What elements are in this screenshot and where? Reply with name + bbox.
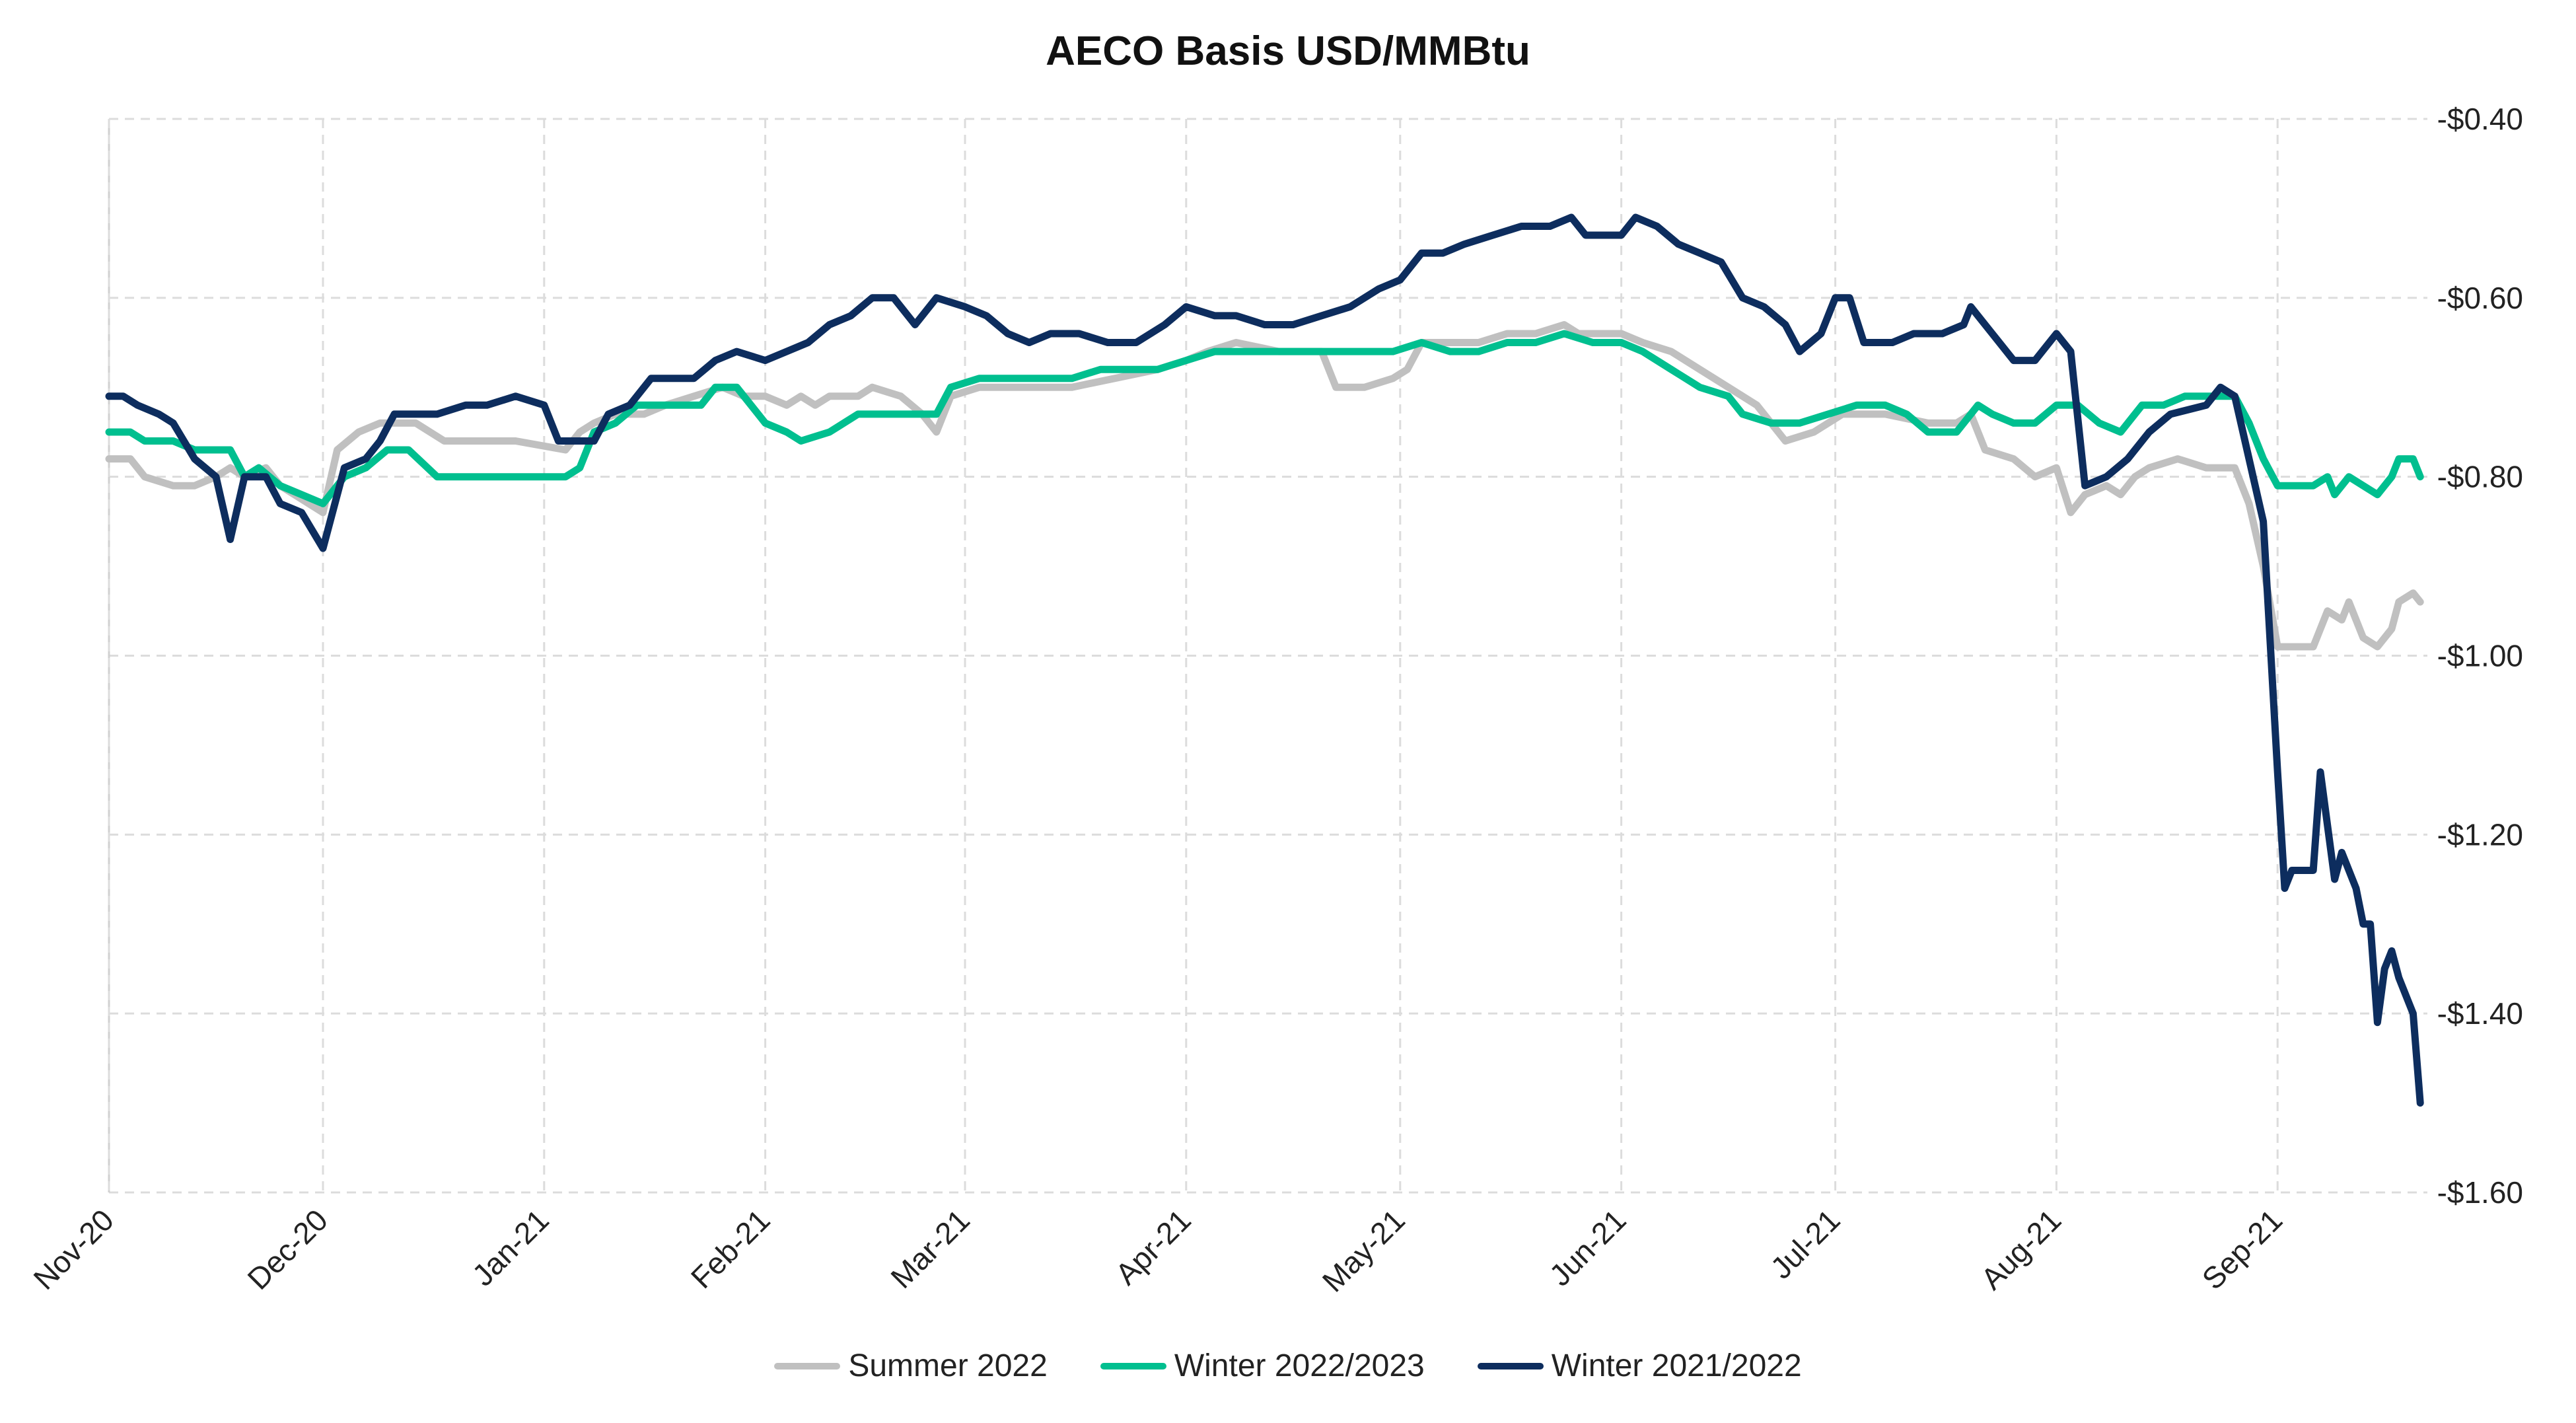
series-layer: [105, 213, 2424, 1107]
x-tick-label: Jul-21: [1764, 1202, 1846, 1285]
series-line-1: [105, 321, 2424, 651]
x-tick-label: Aug-21: [1974, 1202, 2068, 1296]
legend-swatch: [1477, 1362, 1544, 1369]
y-tick-label: -$0.60: [2437, 281, 2523, 315]
legend-label: Winter 2021/2022: [1551, 1348, 1802, 1383]
y-tick-label: -$0.40: [2437, 102, 2523, 136]
x-tick-label: Sep-21: [2196, 1202, 2289, 1296]
series-line-2: [105, 330, 2424, 507]
series-line-3: [105, 213, 2424, 1107]
x-tick-label: Feb-21: [684, 1202, 777, 1295]
x-axis: Nov-20 Dec-20 Jan-21 Feb-21 Mar-21 Apr-21 May-…: [26, 1202, 2289, 1298]
x-tick-label: Dec-20: [240, 1202, 334, 1296]
x-tick-label: Nov-20: [26, 1202, 120, 1296]
legend-item-3: Winter 2021/2022: [1477, 1348, 1802, 1384]
y-tick-label: -$1.40: [2437, 996, 2523, 1031]
y-tick-label: -$1.20: [2437, 817, 2523, 852]
legend-swatch: [774, 1362, 841, 1369]
legend-label: Summer 2022: [848, 1348, 1048, 1383]
grid-layer: [108, 118, 2427, 1194]
legend-label: Winter 2022/2023: [1174, 1348, 1425, 1383]
y-tick-label: -$1.60: [2437, 1175, 2523, 1210]
y-tick-label: -$0.80: [2437, 460, 2523, 494]
legend-item-2: Winter 2022/2023: [1100, 1348, 1425, 1384]
legend-item-1: Summer 2022: [774, 1348, 1048, 1384]
y-axis: -$0.40 -$0.60 -$0.80 -$1.00 -$1.20 -$1.40 -$1.…: [2437, 102, 2523, 1210]
legend: Summer 2022 Winter 2022/2023 Winter 2021/2…: [0, 1348, 2576, 1384]
y-tick-label: -$1.00: [2437, 639, 2523, 673]
x-tick-label: Jan-21: [466, 1202, 555, 1292]
legend-swatch: [1100, 1362, 1166, 1369]
x-tick-label: Apr-21: [1108, 1202, 1197, 1291]
x-tick-label: May-21: [1316, 1202, 1412, 1298]
x-tick-label: Mar-21: [884, 1202, 976, 1295]
chart-title: AECO Basis USD/MMBtu: [1046, 28, 1530, 74]
x-tick-label: Jun-21: [1542, 1202, 1632, 1292]
